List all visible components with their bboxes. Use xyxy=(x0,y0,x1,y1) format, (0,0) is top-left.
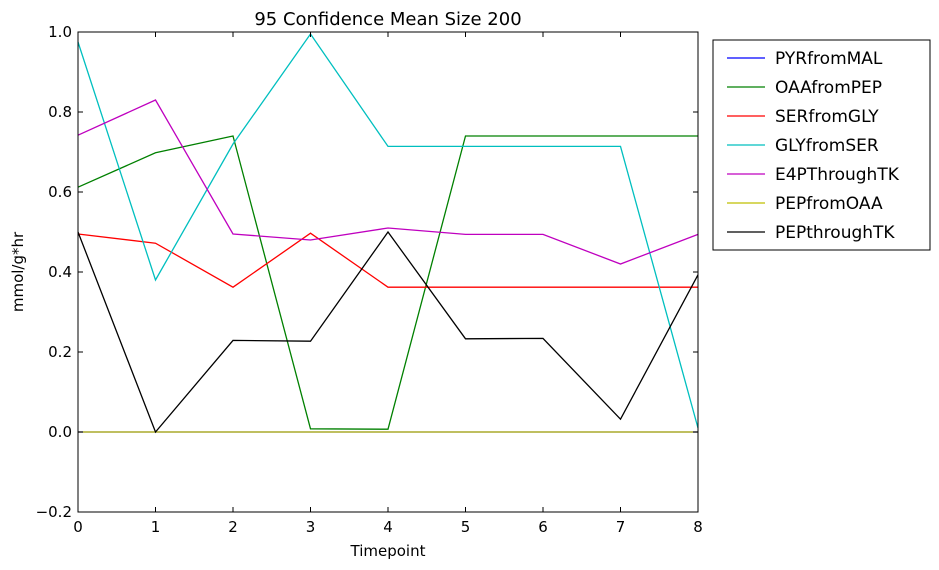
y-tick-label: 1.0 xyxy=(48,23,72,41)
series-line-pepthroughtk xyxy=(77,230,699,434)
legend-label-oaafrompep: OAAfromPEP xyxy=(775,78,882,98)
y-tick-label: −0.2 xyxy=(36,503,72,521)
y-tick-label: 0.8 xyxy=(48,103,72,121)
x-tick-label: 8 xyxy=(693,518,703,536)
x-tick-label: 2 xyxy=(228,518,238,536)
x-tick-label: 6 xyxy=(538,518,548,536)
chart-title: 95 Confidence Mean Size 200 xyxy=(254,9,521,30)
ticks-layer: 0 1 2 3 4 5 6 7 8 −0.2 0.0 0.2 0.4 0.6 0.8 1.0 xyxy=(36,23,703,536)
legend-label-glyfromser: GLYfromSER xyxy=(775,136,879,156)
x-tick-label: 3 xyxy=(306,518,316,536)
x-tick-label: 7 xyxy=(616,518,626,536)
series-line-e4pthroughtk xyxy=(77,99,699,265)
x-tick-label: 5 xyxy=(461,518,471,536)
legend: PYRfromMAL OAAfromPEP SERfromGLY GLYfromSER… xyxy=(712,39,931,251)
legend-label-pepfromoaa: PEPfromOAA xyxy=(775,194,883,214)
legend-label-pepthroughtk: PEPthroughTK xyxy=(775,223,895,243)
series-line-oaafrompep xyxy=(77,135,698,430)
y-axis-title: mmol/g*hr xyxy=(9,231,27,312)
plot-frame xyxy=(77,31,699,513)
series-line-glyfromser xyxy=(77,32,699,429)
y-tick-label: 0.2 xyxy=(48,343,72,361)
y-tick-label: 0.0 xyxy=(48,423,72,441)
legend-label-pyrfrommal: PYRfromMAL xyxy=(775,49,883,69)
x-tick-label: 0 xyxy=(73,518,83,536)
x-axis-title: Timepoint xyxy=(350,542,426,560)
series-line-serfromgly xyxy=(77,232,698,288)
legend-label-serfromgly: SERfromGLY xyxy=(775,107,879,127)
x-tick-label: 4 xyxy=(383,518,393,536)
legend-label-e4pthroughtk: E4PThroughTK xyxy=(775,165,900,185)
y-tick-label: 0.4 xyxy=(48,263,72,281)
y-tick-label: 0.6 xyxy=(48,183,72,201)
x-tick-label: 1 xyxy=(151,518,161,536)
series-layer xyxy=(77,32,699,434)
